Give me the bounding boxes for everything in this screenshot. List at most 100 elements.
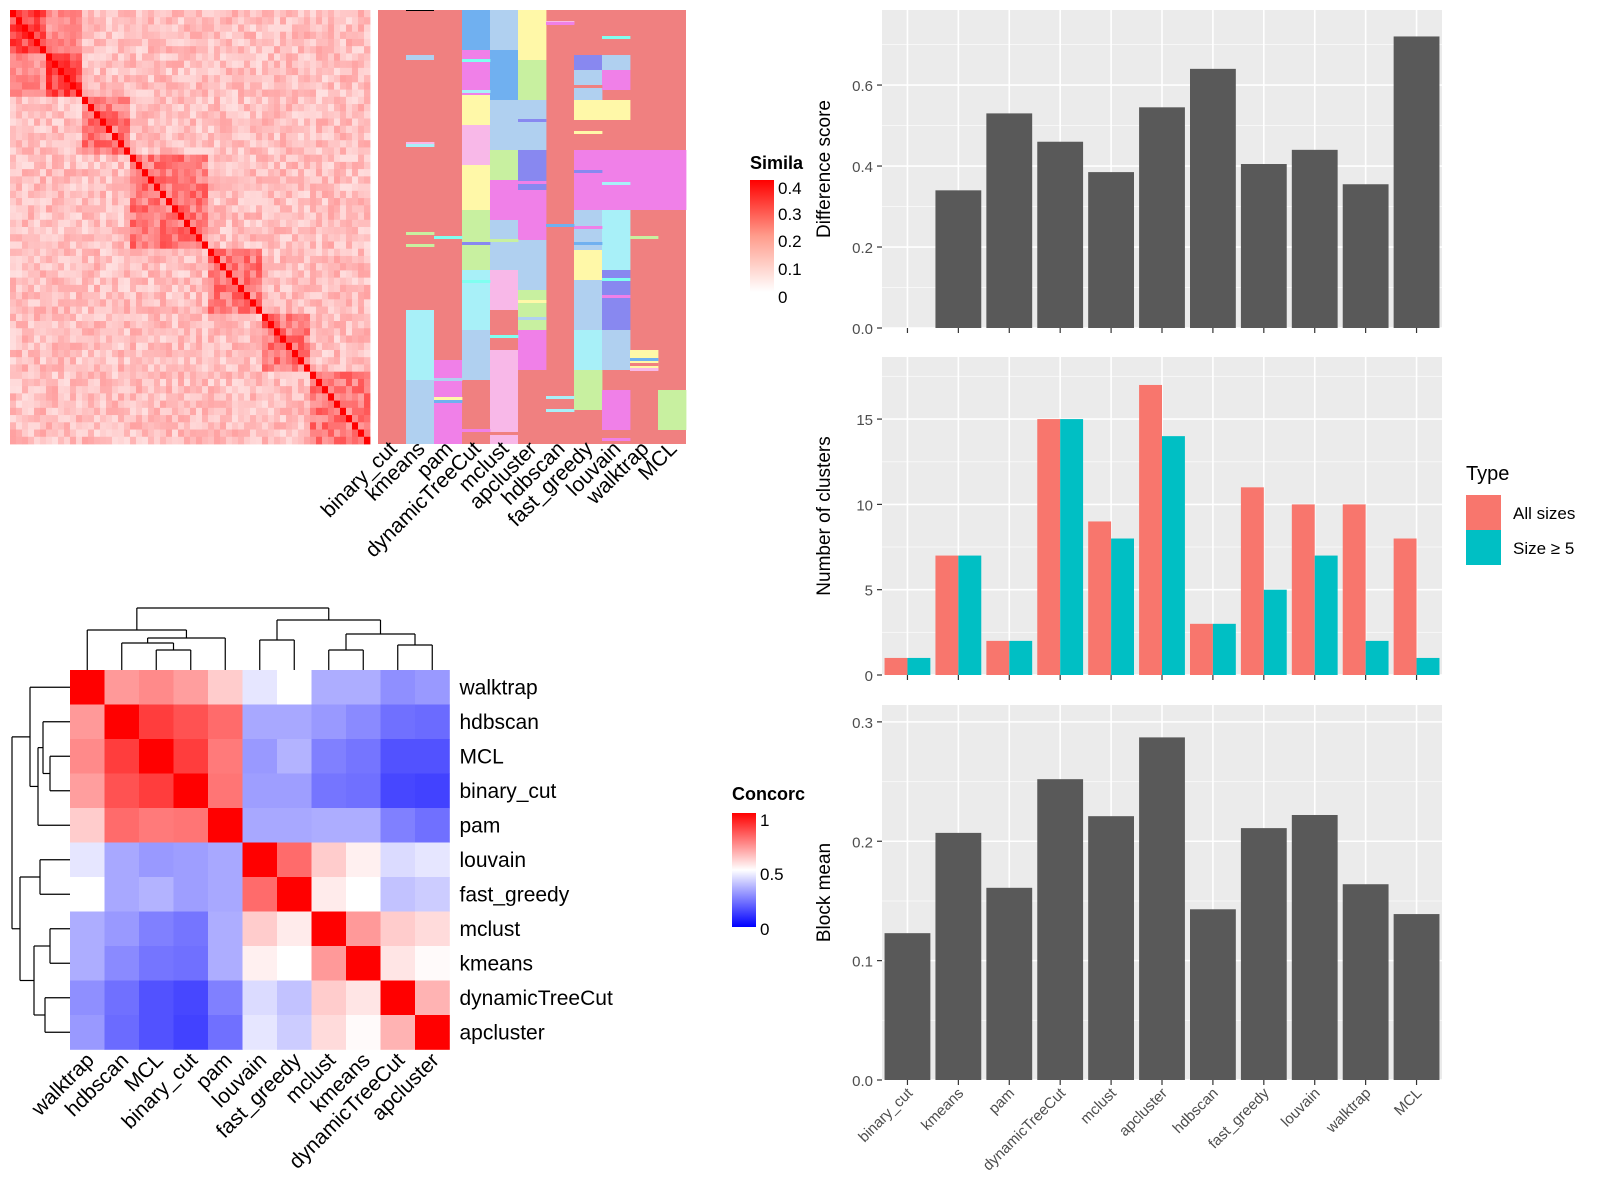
similarity-cell xyxy=(112,292,119,300)
similarity-cell xyxy=(130,82,137,90)
similarity-cell xyxy=(82,96,89,105)
concordance-cell xyxy=(208,842,243,878)
membership-cell xyxy=(518,330,547,370)
similarity-cell xyxy=(148,306,155,315)
similarity-cell xyxy=(70,60,77,69)
similarity-cell xyxy=(148,407,155,416)
similarity-cell xyxy=(286,371,293,380)
similarity-cell xyxy=(94,422,101,430)
similarity-cell xyxy=(262,277,269,286)
similarity-cell xyxy=(34,328,41,336)
similarity-cell xyxy=(166,299,173,307)
similarity-cell xyxy=(88,111,95,119)
similarity-cell xyxy=(232,104,239,112)
concordance-legend-tick: 1 xyxy=(760,811,769,830)
similarity-cell xyxy=(322,169,329,177)
similarity-cell xyxy=(76,96,83,105)
similarity-cell xyxy=(118,132,125,141)
similarity-cell xyxy=(214,154,221,163)
bar-size-ge5 xyxy=(907,657,931,675)
similarity-cell xyxy=(190,284,197,293)
similarity-cell xyxy=(82,349,89,358)
similarity-cell xyxy=(76,125,83,134)
similarity-cell xyxy=(178,255,185,264)
similarity-cell xyxy=(268,241,275,250)
membership-cell xyxy=(462,429,491,432)
similarity-cell xyxy=(238,255,245,264)
similarity-cell xyxy=(82,219,89,228)
legend-label-all-sizes: All sizes xyxy=(1513,504,1575,523)
similarity-cell xyxy=(100,342,107,351)
similarity-cell xyxy=(52,328,59,336)
similarity-cell xyxy=(178,328,185,336)
similarity-cell xyxy=(106,241,113,250)
similarity-cell xyxy=(328,147,335,156)
similarity-cell xyxy=(34,104,41,112)
similarity-cell xyxy=(52,321,59,329)
similarity-cell xyxy=(160,400,167,409)
similarity-cell xyxy=(244,24,251,33)
similarity-cell xyxy=(328,67,335,76)
similarity-cell xyxy=(28,328,35,336)
similarity-cell xyxy=(70,429,77,438)
similarity-cell xyxy=(364,161,371,170)
similarity-cell xyxy=(70,263,77,271)
similarity-cell xyxy=(214,371,221,380)
membership-cell xyxy=(574,85,603,88)
similarity-cell xyxy=(298,364,305,373)
similarity-cell xyxy=(208,154,215,163)
concordance-cell xyxy=(173,877,209,912)
similarity-cell xyxy=(262,415,269,423)
similarity-cell xyxy=(172,284,179,293)
similarity-cell xyxy=(166,364,173,373)
similarity-cell xyxy=(172,118,179,127)
similarity-cell xyxy=(202,10,209,18)
similarity-cell xyxy=(178,263,185,271)
similarity-cell xyxy=(184,190,191,199)
similarity-cell xyxy=(40,386,47,394)
similarity-cell xyxy=(310,306,317,315)
similarity-cell xyxy=(256,104,263,112)
similarity-cell xyxy=(322,161,329,170)
similarity-cell xyxy=(112,89,119,98)
similarity-cell xyxy=(100,132,107,141)
membership-cell xyxy=(518,181,547,184)
similarity-cell xyxy=(40,364,47,373)
similarity-cell xyxy=(172,227,179,235)
similarity-cell xyxy=(250,342,257,351)
similarity-cell xyxy=(322,378,329,387)
similarity-cell xyxy=(16,429,23,438)
similarity-cell xyxy=(346,17,353,25)
similarity-cell xyxy=(178,292,185,300)
membership-cell xyxy=(602,330,631,370)
similarity-cell xyxy=(286,205,293,213)
similarity-cell xyxy=(136,335,143,344)
bar xyxy=(1393,36,1440,329)
similarity-cell xyxy=(304,132,311,141)
similarity-cell xyxy=(16,270,23,279)
similarity-cell xyxy=(190,429,197,438)
membership-cell xyxy=(630,368,659,371)
similarity-cell xyxy=(280,53,287,62)
similarity-cell xyxy=(124,313,131,322)
similarity-cell xyxy=(88,349,95,358)
similarity-cell xyxy=(112,205,119,213)
similarity-cell xyxy=(46,321,53,329)
similarity-cell xyxy=(112,169,119,177)
similarity-cell xyxy=(154,306,161,315)
concordance-cell xyxy=(70,877,105,912)
similarity-cell xyxy=(100,198,107,206)
similarity-cell xyxy=(268,429,275,438)
similarity-cell xyxy=(94,60,101,69)
similarity-cell xyxy=(286,378,293,387)
similarity-cell xyxy=(112,342,119,351)
similarity-cell xyxy=(112,24,119,33)
similarity-cell xyxy=(346,147,353,156)
similarity-cell xyxy=(322,205,329,213)
x-tick-label: louvain xyxy=(1278,1085,1324,1131)
similarity-cell xyxy=(76,118,83,127)
similarity-cell xyxy=(118,38,125,47)
similarity-cell xyxy=(244,161,251,170)
similarity-cell xyxy=(178,205,185,213)
similarity-cell xyxy=(160,10,167,18)
